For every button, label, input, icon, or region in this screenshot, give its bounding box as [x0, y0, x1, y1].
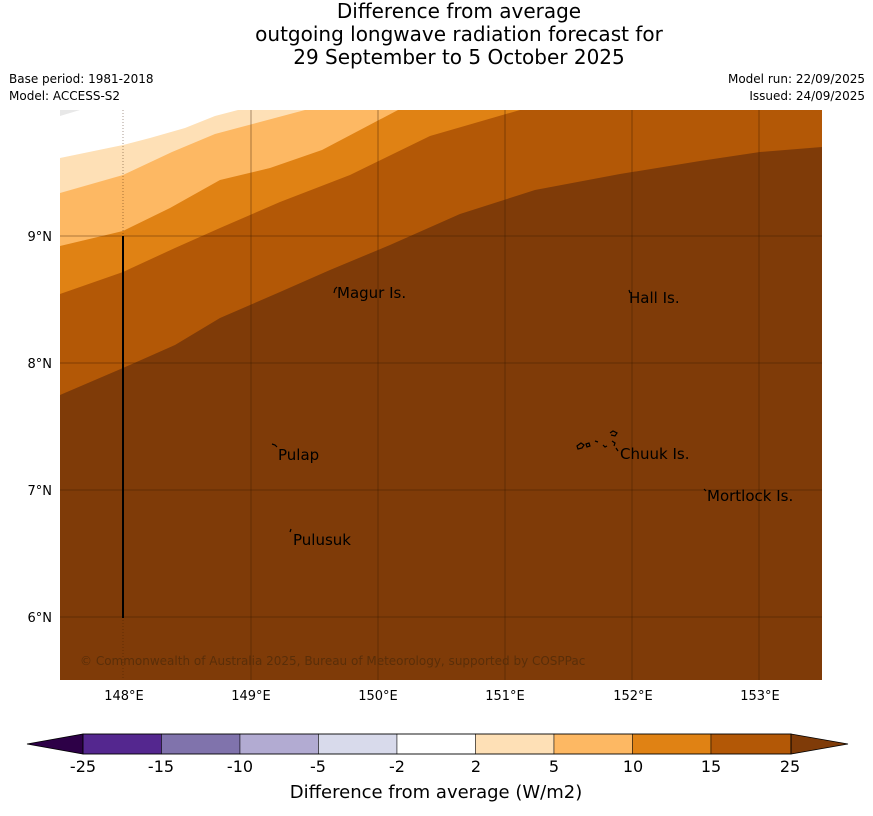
lon-label-150: 150°E	[358, 689, 398, 704]
lat-label-7: 7°N	[28, 484, 53, 499]
cb-tick-5: -2	[389, 757, 405, 776]
colorbar-title: Difference from average (W/m2)	[290, 782, 582, 803]
copyright-text: © Commonwealth of Australia 2025, Bureau…	[80, 654, 585, 668]
cb-tick-4: -5	[310, 757, 326, 776]
island-pulap	[271, 443, 278, 448]
map-area: © Commonwealth of Australia 2025, Bureau…	[60, 110, 822, 680]
lon-axis-labels: 148°E 149°E 150°E 151°E 152°E 153°E	[104, 689, 780, 704]
colorbar-frame	[82, 733, 792, 755]
colorbar-cell-8	[632, 733, 712, 755]
cb-tick-1: -25	[70, 757, 96, 776]
cb-tick-9: 15	[701, 757, 721, 776]
cb-tick-6: 2	[471, 757, 481, 776]
colorbar-ticks: -25 -15 -10 -5 -2 2 5 10 15 25	[70, 757, 800, 776]
issued-date: Issued: 24/09/2025	[749, 89, 865, 103]
meta-left: Base period: 1981-2018 Model: ACCESS-S2	[9, 71, 154, 105]
island-pulusuk	[289, 528, 292, 533]
lon-label-151: 151°E	[485, 689, 525, 704]
place-labels: Magur Is. Hall Is. Pulap Chuuk Is. Mortl…	[278, 284, 793, 549]
cb-tick-2: -15	[148, 757, 174, 776]
cb-tick-8: 10	[623, 757, 643, 776]
title-line-3: 29 September to 5 October 2025	[293, 45, 625, 69]
meta-right: Model run: 22/09/2025 Issued: 24/09/2025	[728, 71, 865, 105]
colorbar-extend-low	[26, 733, 84, 755]
title-line-1: Difference from average	[336, 0, 582, 23]
lon-label-152: 152°E	[613, 689, 653, 704]
colorbar-cell-6	[475, 733, 555, 755]
lat-label-8: 8°N	[28, 357, 53, 372]
cb-tick-10: 25	[780, 757, 800, 776]
lon-label-153: 153°E	[740, 689, 780, 704]
colorbar-cell-9	[710, 733, 792, 755]
colorbar-cell-3	[239, 733, 319, 755]
lat-label-6: 6°N	[28, 611, 53, 626]
map-title: Difference from average outgoing longwav…	[0, 0, 873, 69]
colorbar-cell-7	[553, 733, 633, 755]
colorbar-cell-2	[161, 733, 241, 755]
model-name: Model: ACCESS-S2	[9, 89, 121, 103]
model-run: Model run: 22/09/2025	[727, 72, 865, 86]
base-period: Base period: 1981-2018	[9, 72, 154, 86]
cb-tick-3: -10	[227, 757, 253, 776]
island-shapes	[271, 286, 707, 533]
place-mortlock: Mortlock Is.	[707, 487, 793, 505]
place-hall: Hall Is.	[629, 289, 680, 307]
place-chuuk: Chuuk Is.	[620, 445, 689, 463]
island-magur	[333, 286, 338, 294]
lat-label-9: 9°N	[28, 230, 53, 245]
colorbar-cell-1	[82, 733, 162, 755]
island-chuuk	[576, 430, 619, 452]
place-pulusuk: Pulusuk	[293, 531, 351, 549]
place-magur: Magur Is.	[337, 284, 406, 302]
cb-tick-7: 5	[549, 757, 559, 776]
colorbar: -25 -15 -10 -5 -2 2 5 10 15 25 Differenc…	[26, 733, 849, 803]
title-line-2: outgoing longwave radiation forecast for	[255, 22, 663, 46]
colorbar-cell-5	[396, 733, 476, 755]
lat-axis-labels: 9°N 8°N 7°N 6°N	[28, 230, 53, 626]
lon-label-149: 149°E	[231, 689, 271, 704]
band-grey-sliver	[60, 110, 80, 116]
colorbar-extend-high	[790, 733, 849, 755]
place-pulap: Pulap	[278, 446, 319, 464]
band-white	[60, 110, 238, 158]
colorbar-cell-4	[318, 733, 398, 755]
island-hall	[628, 289, 631, 294]
lon-label-148: 148°E	[104, 689, 144, 704]
island-mortlock	[703, 488, 707, 492]
colorbar-cells	[82, 733, 792, 755]
